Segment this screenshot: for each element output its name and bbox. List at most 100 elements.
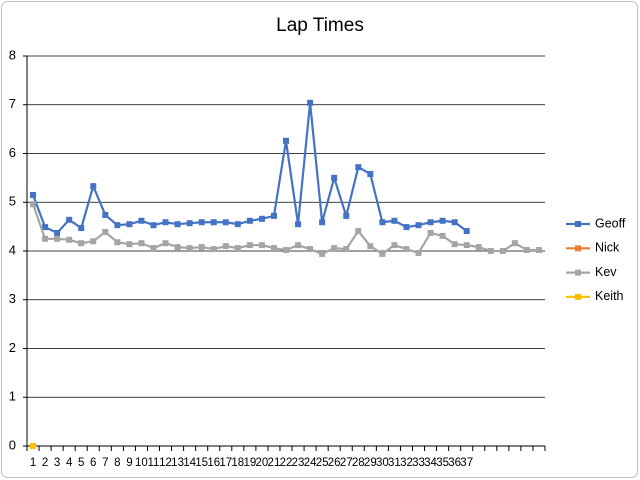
legend-label: Keith xyxy=(595,289,624,303)
x-tick-label: 1 xyxy=(30,457,36,469)
x-tick-label: 37 xyxy=(460,457,473,469)
marker xyxy=(174,244,181,251)
x-tick-label: 25 xyxy=(316,457,329,469)
x-tick-label: 5 xyxy=(78,457,84,469)
x-tick-label: 15 xyxy=(195,457,208,469)
marker xyxy=(186,245,193,252)
x-tick-label: 32 xyxy=(400,457,413,469)
legend-marker xyxy=(575,269,581,276)
x-tick-label: 24 xyxy=(304,457,317,469)
x-tick-label: 9 xyxy=(126,457,132,469)
marker xyxy=(162,240,169,247)
marker xyxy=(138,217,145,224)
legend-label: Geoff xyxy=(595,216,626,230)
marker xyxy=(499,248,506,254)
marker xyxy=(391,242,398,249)
marker xyxy=(102,211,109,218)
x-tick-label: 33 xyxy=(412,457,425,469)
marker xyxy=(319,250,326,257)
y-tick-label: 6 xyxy=(9,145,16,160)
marker xyxy=(30,191,37,198)
x-tick-label: 16 xyxy=(207,457,220,469)
marker xyxy=(403,246,410,253)
marker xyxy=(78,225,85,232)
marker xyxy=(234,221,241,228)
y-tick-label: 3 xyxy=(9,291,16,306)
marker xyxy=(331,174,338,181)
x-tick-label: 30 xyxy=(376,457,389,469)
marker xyxy=(66,216,73,223)
marker xyxy=(379,219,386,226)
marker xyxy=(391,217,398,224)
marker xyxy=(54,235,61,242)
x-tick-label: 6 xyxy=(90,457,96,469)
marker xyxy=(126,221,133,228)
x-tick-label: 2 xyxy=(42,457,48,469)
marker xyxy=(222,243,229,250)
marker xyxy=(150,245,157,252)
marker xyxy=(427,229,434,236)
marker xyxy=(439,217,446,224)
marker xyxy=(234,245,241,252)
x-tick-label: 34 xyxy=(424,457,437,469)
marker xyxy=(283,137,289,144)
marker xyxy=(367,170,374,177)
marker xyxy=(283,247,289,254)
marker xyxy=(511,240,518,247)
chart-title: Lap Times xyxy=(276,15,364,36)
marker xyxy=(66,236,73,243)
x-tick-label: 7 xyxy=(102,457,108,469)
marker xyxy=(114,239,121,246)
marker xyxy=(258,242,265,249)
marker xyxy=(331,245,338,252)
marker xyxy=(246,217,253,224)
marker xyxy=(210,219,217,226)
x-tick-label: 12 xyxy=(159,457,172,469)
marker xyxy=(246,242,253,249)
marker xyxy=(451,241,458,248)
y-tick-label: 7 xyxy=(9,96,16,111)
y-tick-label: 1 xyxy=(9,389,16,404)
x-tick-label: 14 xyxy=(183,457,196,469)
marker xyxy=(343,212,350,219)
x-tick-label: 28 xyxy=(352,457,365,469)
legend-marker xyxy=(575,245,581,252)
marker xyxy=(403,224,410,231)
marker xyxy=(355,164,362,171)
y-tick-label: 4 xyxy=(9,242,16,257)
marker xyxy=(150,222,157,229)
marker xyxy=(258,215,265,222)
marker xyxy=(78,240,85,247)
marker xyxy=(162,219,169,226)
marker xyxy=(90,238,97,245)
y-tick-label: 2 xyxy=(9,340,16,355)
x-tick-label: 20 xyxy=(256,457,269,469)
x-tick-label: 26 xyxy=(328,457,341,469)
legend-marker xyxy=(575,293,581,300)
y-tick-label: 8 xyxy=(9,47,16,62)
x-tick-label: 13 xyxy=(171,457,184,469)
marker xyxy=(463,242,470,249)
marker xyxy=(307,246,314,253)
marker xyxy=(415,222,422,229)
marker xyxy=(451,219,458,226)
x-tick-label: 29 xyxy=(364,457,377,469)
x-tick-label: 35 xyxy=(436,457,449,469)
y-tick-label: 0 xyxy=(9,437,16,452)
marker xyxy=(90,183,97,190)
y-tick-label: 5 xyxy=(9,194,16,209)
legend-label: Kev xyxy=(595,265,617,279)
marker xyxy=(415,249,422,256)
x-tick-label: 11 xyxy=(148,457,160,469)
legend-label: Nick xyxy=(595,241,620,255)
marker xyxy=(30,201,37,208)
x-tick-label: 21 xyxy=(268,457,281,469)
marker xyxy=(186,220,193,227)
marker xyxy=(427,219,434,226)
x-tick-label: 8 xyxy=(114,457,120,469)
marker xyxy=(42,224,49,231)
x-tick-label: 19 xyxy=(243,457,256,469)
x-tick-label: 36 xyxy=(448,457,461,469)
marker xyxy=(295,221,302,228)
